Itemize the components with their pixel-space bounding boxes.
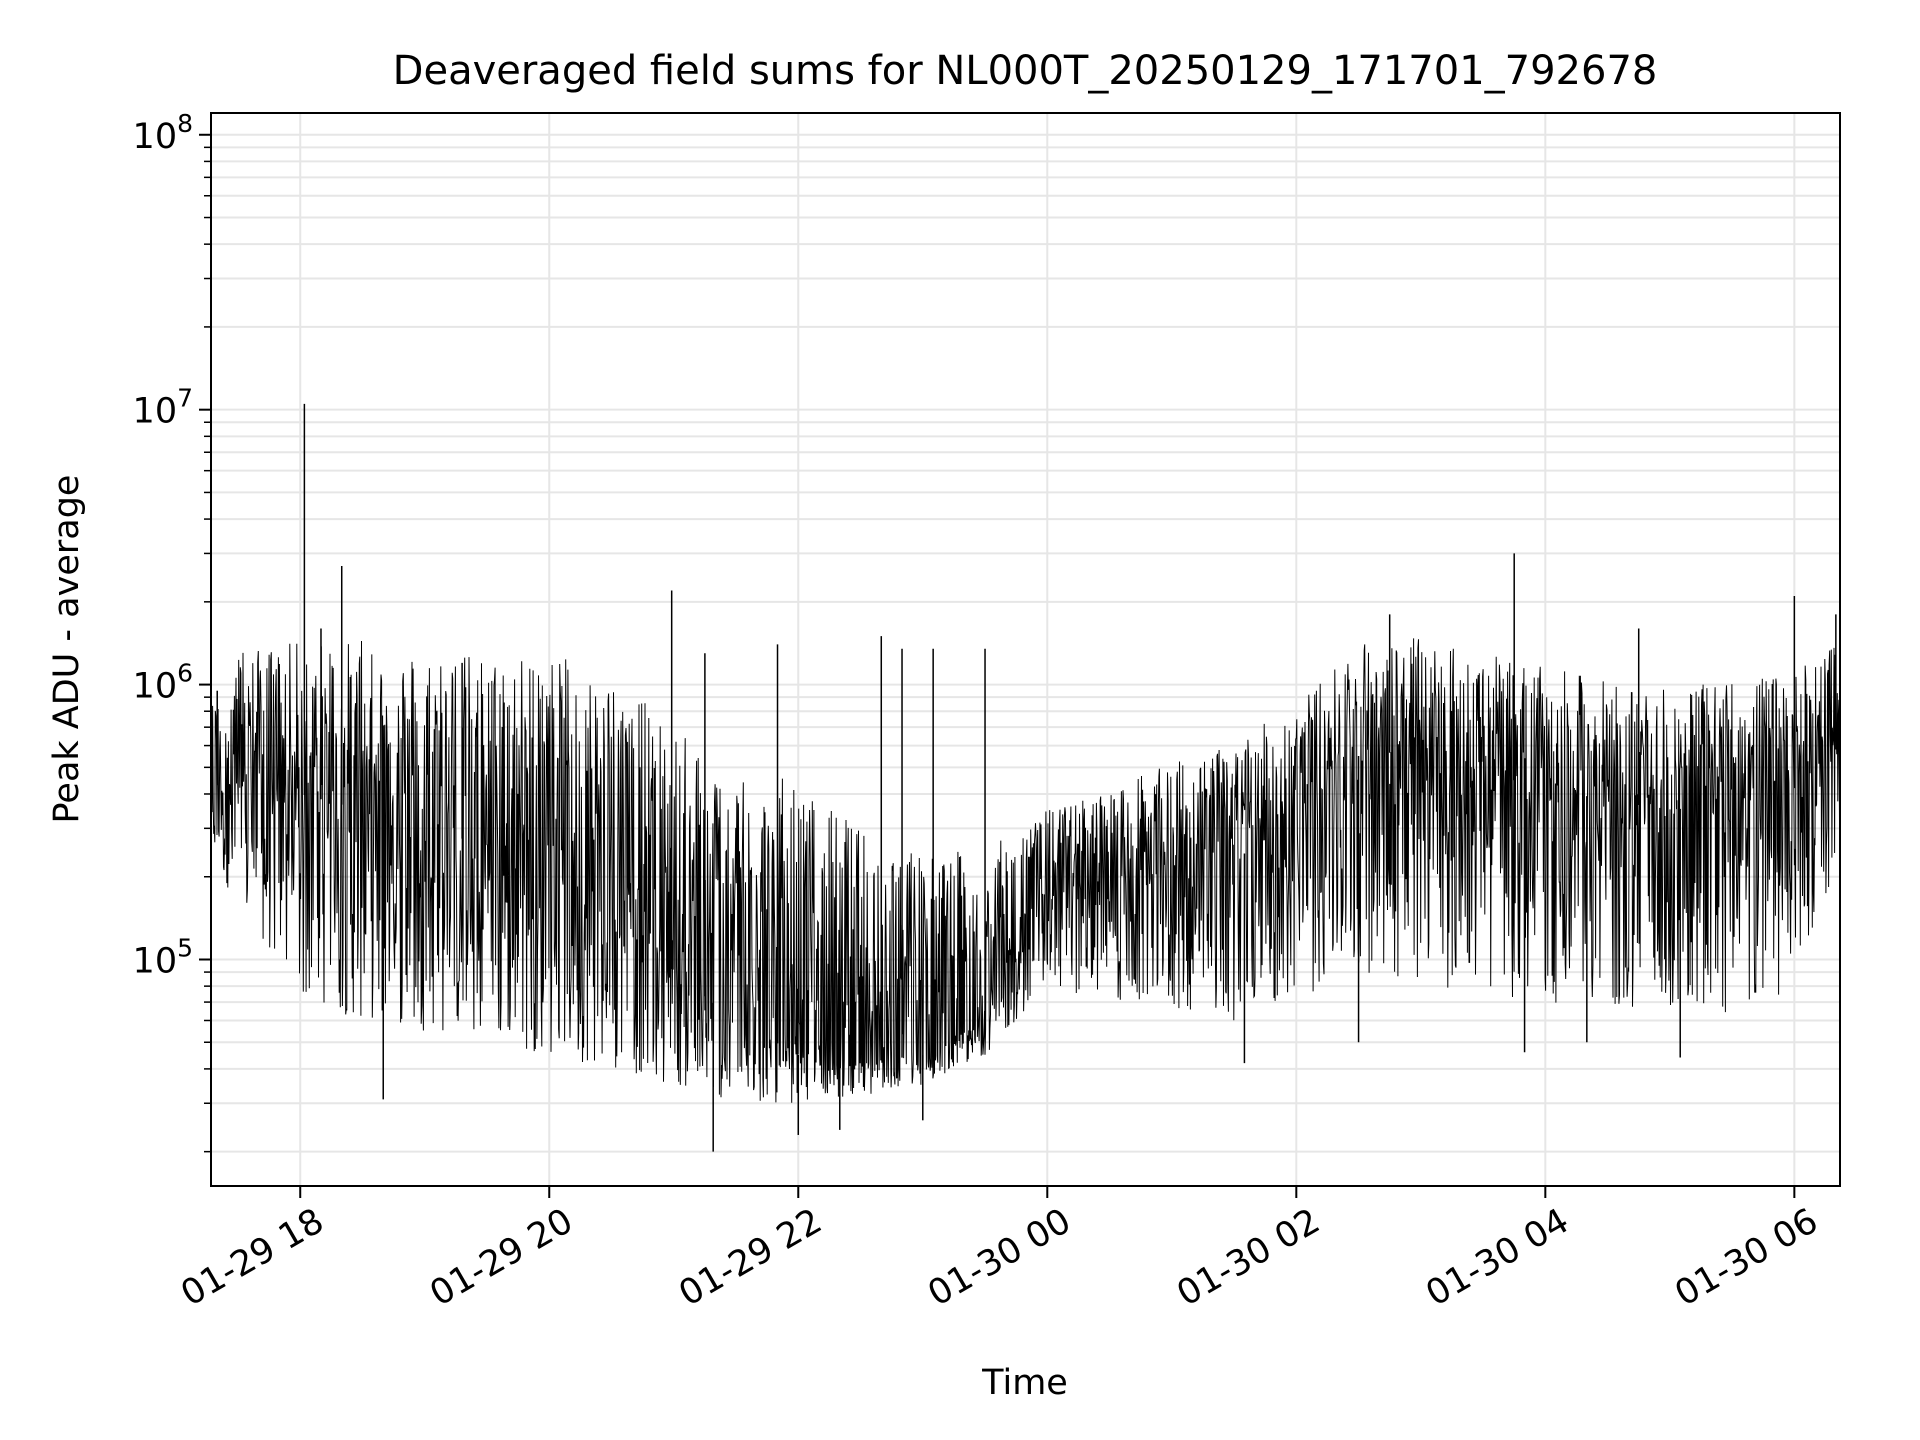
y-axis: 105 106 107 108	[133, 109, 211, 1153]
y-axis-label: Peak ADU - average	[47, 475, 87, 824]
y-tick-label: 106	[133, 659, 193, 707]
chart-title: Deaveraged field sums for NL000T_2025012…	[393, 48, 1658, 94]
spike-marks	[216, 403, 1837, 1152]
plot-area	[211, 403, 1840, 1152]
x-axis-label: Time	[981, 1363, 1068, 1403]
y-tick-label: 108	[133, 109, 193, 157]
y-tick-label: 107	[133, 384, 193, 432]
series-line	[211, 638, 1840, 1103]
y-tick-label: 105	[133, 933, 193, 981]
plot-frame	[210, 112, 1841, 1187]
